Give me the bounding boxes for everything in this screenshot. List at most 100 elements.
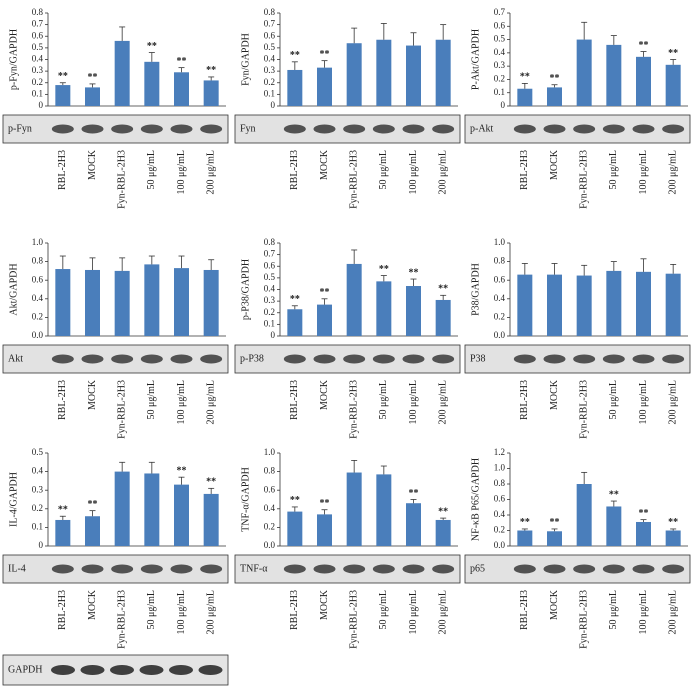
x-tick-label: 100 μg/mL <box>638 380 649 425</box>
x-tick-label: RBL-2H3 <box>519 590 530 630</box>
x-tick-label: MOCK <box>549 149 560 180</box>
y-tick-label: 0.2 <box>264 77 275 87</box>
y-tick-label: 0.2 <box>32 503 43 513</box>
blot-band <box>662 354 685 364</box>
panel: 0 0.10.2 0.30.4 0.5 0.60.7 0.8 p-P38/GAPDH p-P3… <box>234 237 461 439</box>
blot-band <box>432 354 455 364</box>
y-tick-label: 0.5 <box>494 34 506 44</box>
panel: 0.0 0.2 0.4 0.6 0.8 1.0 Akt/GAPDH Akt RBL-2H3 MOC… <box>2 237 229 439</box>
x-tick-label: 50 μg/mL <box>608 150 619 190</box>
blot-band <box>51 564 74 574</box>
significance: ** <box>438 284 448 295</box>
y-tick-label: 0.4 <box>494 293 506 303</box>
blot-band <box>513 124 536 134</box>
bar <box>55 519 71 546</box>
x-tick-label: 50 μg/mL <box>378 380 389 420</box>
significance: ** <box>147 41 157 52</box>
bar <box>287 511 303 546</box>
x-tick-label: MOCK <box>319 589 330 620</box>
blot-band <box>573 354 596 364</box>
y-tick-label: 0.4 <box>264 284 276 294</box>
panel: 0 0.1 0.2 0.3 0.4 0.5 IL-4/GAPDH IL-4 ** RBL-2H3 *… <box>2 447 229 649</box>
bar <box>85 87 100 106</box>
bar <box>203 493 219 546</box>
panel: 0.0 0.2 0.4 0.6 0.8 1.0 1.2 NF-κB P65/GAPDH p65 *… <box>464 447 691 649</box>
bar <box>547 531 562 546</box>
x-tick-label: 200 μg/mL <box>437 380 448 425</box>
y-tick-label: 0 <box>39 540 44 550</box>
y-tick-label: 0.7 <box>264 249 276 259</box>
blot-band <box>51 665 75 675</box>
bar <box>287 309 303 336</box>
x-tick-label: Fyn-RBL-2H3 <box>578 590 589 649</box>
significance: ** <box>409 267 419 278</box>
blot-label: p-Fyn <box>8 123 32 134</box>
bar <box>435 39 451 106</box>
bar <box>346 263 362 336</box>
bar <box>346 43 362 106</box>
blot-band <box>283 354 306 364</box>
blot-band <box>543 354 566 364</box>
blot-label: p65 <box>470 563 485 574</box>
x-tick-label: Fyn-RBL-2H3 <box>348 150 359 209</box>
y-tick-label: 0.4 <box>32 54 44 64</box>
bar <box>406 286 421 336</box>
x-tick-label: 50 μg/mL <box>146 590 157 630</box>
blot-band <box>343 564 366 574</box>
significance: ** <box>290 294 300 305</box>
bar <box>636 56 651 106</box>
x-tick-label: 100 μg/mL <box>408 380 419 425</box>
x-tick-label: 200 μg/mL <box>667 150 678 195</box>
significance: ** <box>206 65 216 76</box>
significance: ** <box>177 465 187 476</box>
bar <box>114 40 130 106</box>
x-tick-label: 100 μg/mL <box>408 150 419 195</box>
y-tick-label: 1.0 <box>264 447 276 457</box>
y-tick-label: 0.4 <box>32 293 44 303</box>
y-tick-label: 0 <box>39 100 44 110</box>
blot-band <box>139 665 164 675</box>
y-tick-label: 0.5 <box>32 447 44 457</box>
blot-band <box>573 564 596 574</box>
significance: ** <box>639 508 649 519</box>
blot-band <box>81 124 104 134</box>
y-tick-label: 1.0 <box>494 237 506 247</box>
x-tick-label: RBL-2H3 <box>57 150 68 190</box>
blot-band <box>662 124 685 134</box>
significance: ** <box>290 50 300 61</box>
bar <box>576 275 592 336</box>
x-tick-label: 200 μg/mL <box>205 590 216 635</box>
y-axis-label: P-Akt/GAPDH <box>470 29 481 90</box>
y-tick-label: 0.0 <box>264 540 276 550</box>
y-tick-label: 0.3 <box>264 295 276 305</box>
y-tick-label: 0.0 <box>494 540 506 550</box>
blot-band <box>402 354 425 364</box>
significance: ** <box>58 505 68 516</box>
y-tick-label: 0.4 <box>264 503 276 513</box>
y-tick-label: 0.8 <box>494 478 506 488</box>
y-tick-label: 0 <box>271 330 276 340</box>
blot-band <box>632 124 655 134</box>
blot-band <box>170 354 193 364</box>
y-axis-label: p-Fyn/GAPDH <box>8 29 19 90</box>
y-tick-label: 0.8 <box>264 7 276 17</box>
blot-label: Fyn <box>240 123 256 134</box>
significance: ** <box>320 287 330 298</box>
y-tick-label: 0.1 <box>264 318 275 328</box>
blot-band <box>200 124 223 134</box>
blot-band <box>170 124 193 134</box>
significance: ** <box>668 517 678 528</box>
y-tick-label: 0.8 <box>32 256 44 266</box>
x-tick-label: RBL-2H3 <box>289 380 300 420</box>
blot-band <box>140 354 163 364</box>
significance: ** <box>58 71 68 82</box>
x-tick-label: MOCK <box>549 379 560 410</box>
significance: ** <box>550 517 560 528</box>
blot-band <box>313 124 336 134</box>
y-tick-label: 0.1 <box>32 521 43 531</box>
y-axis-label: IL-4/GAPDH <box>8 472 19 527</box>
significance: ** <box>409 488 419 499</box>
y-tick-label: 0.1 <box>264 88 275 98</box>
bar <box>576 39 592 107</box>
y-tick-label: 0.1 <box>494 87 505 97</box>
